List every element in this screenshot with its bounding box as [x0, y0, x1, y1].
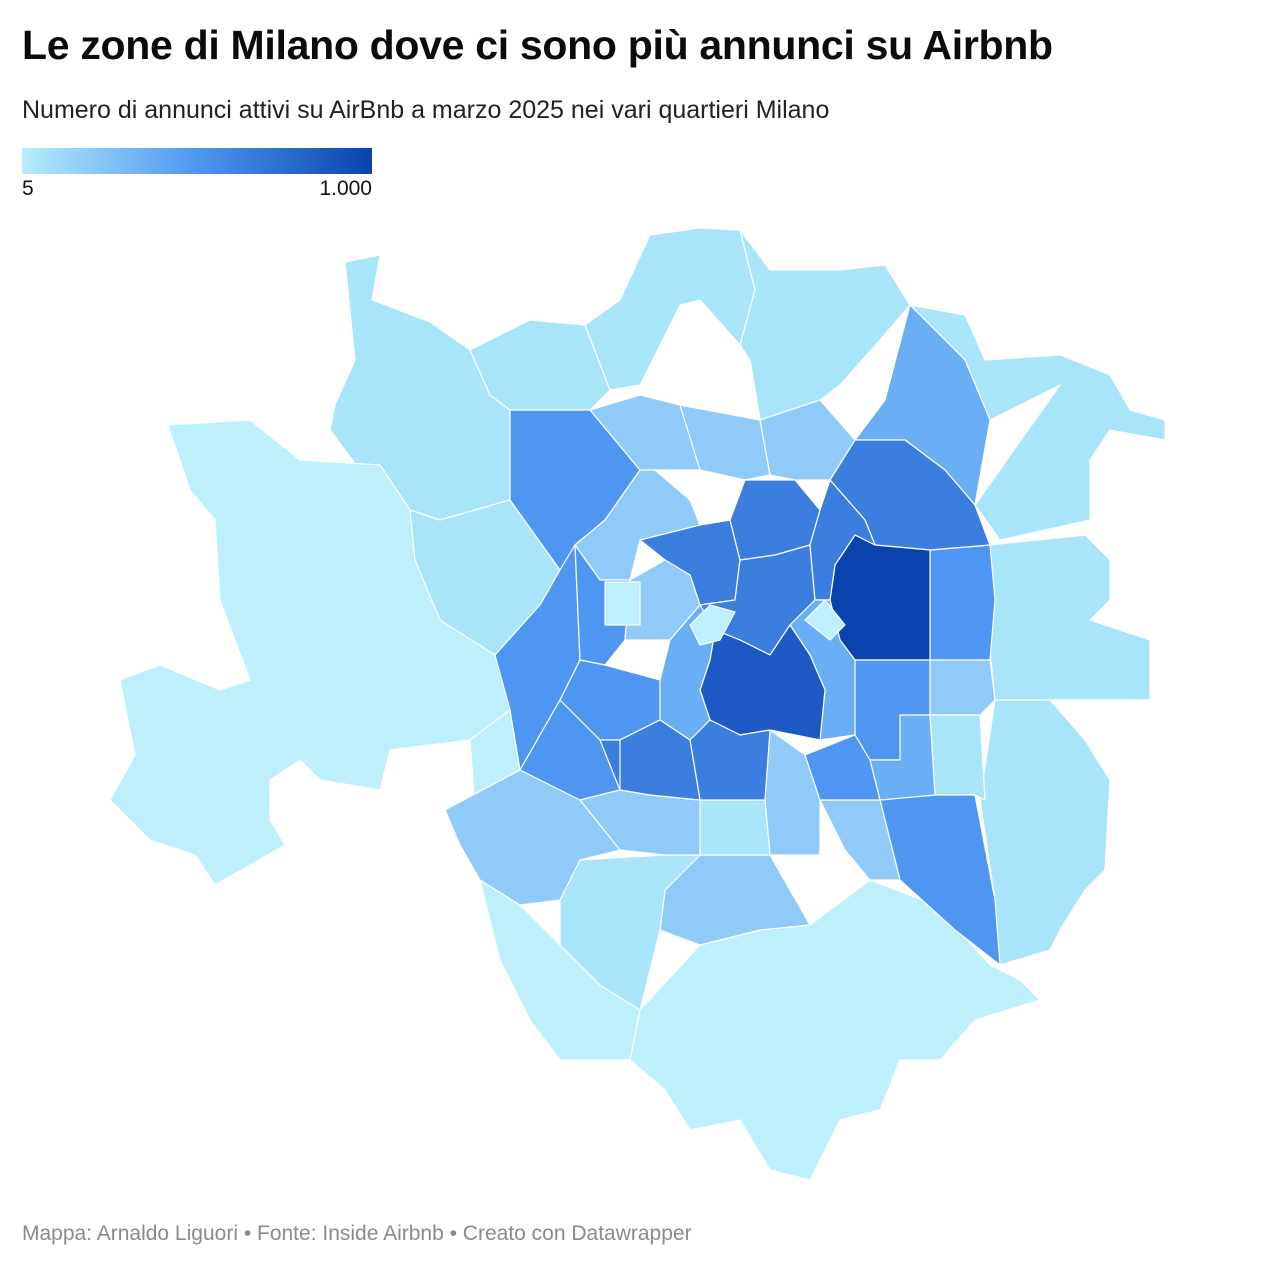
chart-footer: Mappa: Arnaldo Liguori • Fonte: Inside A…	[22, 1222, 692, 1245]
district-southeast-mid	[879, 794, 1001, 966]
district-east-mid-3	[929, 714, 986, 801]
district-northeast-outer	[909, 304, 1166, 541]
district-south-inner-2	[804, 734, 881, 801]
district-small-park	[604, 581, 641, 626]
district-stazione-centrale	[829, 534, 931, 661]
legend-gradient-bar	[22, 148, 372, 174]
district-north-3	[739, 229, 911, 421]
legend-min-label: 5	[22, 177, 34, 200]
district-southeast-outer	[979, 699, 1111, 966]
chart-subtitle: Numero di annunci attivi su AirBnb a mar…	[22, 96, 830, 124]
district-porta-romana	[689, 719, 771, 801]
district-east-mid	[929, 544, 996, 661]
color-legend: 5 1.000	[22, 148, 372, 202]
district-small-east	[804, 599, 846, 641]
district-north-1	[469, 319, 611, 411]
chart-title: Le zone di Milano dove ci sono più annun…	[22, 22, 1053, 68]
district-south-inner-1	[764, 729, 821, 856]
legend-max-label: 1.000	[319, 177, 372, 200]
district-small-north	[689, 604, 736, 646]
district-porta-ticinese	[619, 719, 701, 801]
district-south-inner-3	[699, 799, 771, 856]
district-east-mid-2	[929, 659, 996, 716]
district-north-2	[584, 227, 756, 391]
district-east-outer	[989, 534, 1151, 701]
district-north-mid-2	[679, 404, 771, 481]
